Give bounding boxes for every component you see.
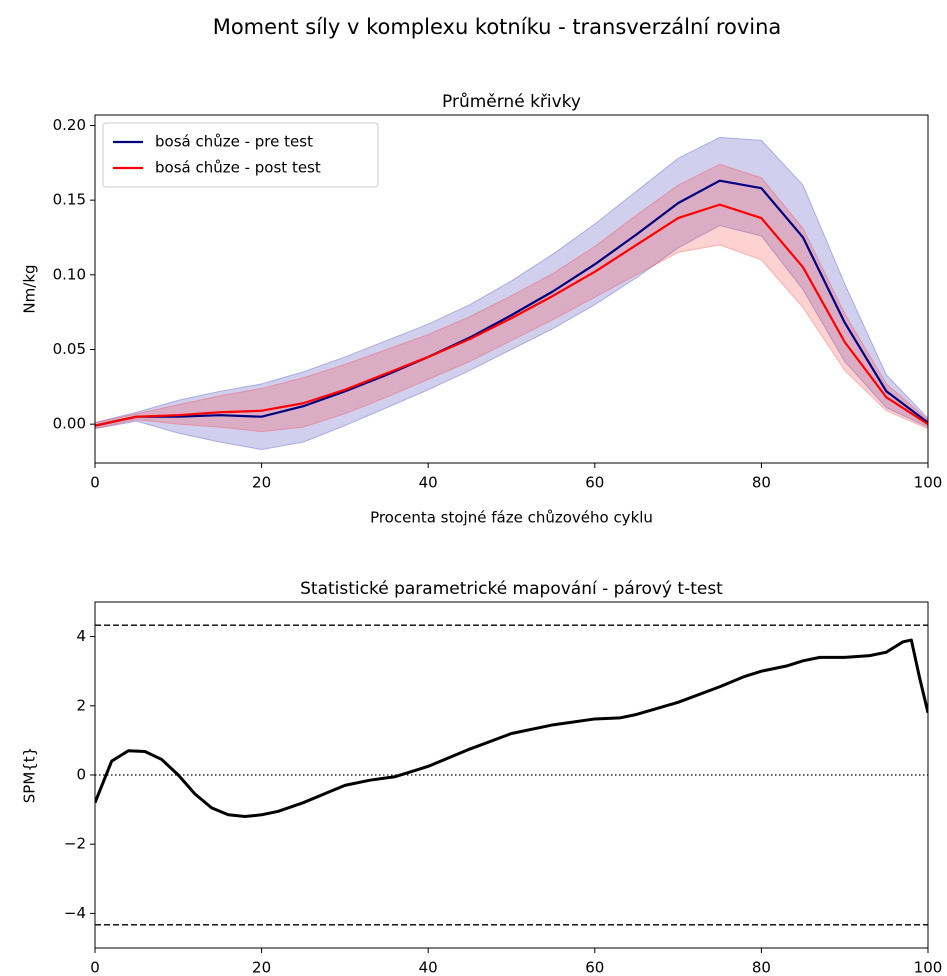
figure-title: Moment síly v komplexu kotníku - transve… <box>213 15 782 39</box>
plot-area <box>95 136 928 451</box>
y-tick-label: 0.00 <box>53 415 86 433</box>
axes-frame <box>94 114 929 464</box>
x-tick-label: 0 <box>90 959 100 976</box>
x-tick-label: 60 <box>585 474 604 492</box>
legend-label: bosá chůze - pre test <box>155 133 313 151</box>
y-tick-label: 4 <box>76 627 86 645</box>
legend-box <box>102 122 379 188</box>
y-tick-label: 0.10 <box>53 265 86 283</box>
series-line <box>95 203 928 427</box>
x-tick-label: 100 <box>914 959 943 976</box>
confidence-band <box>95 136 928 451</box>
plot-area <box>95 624 928 926</box>
y-tick-label: 0.20 <box>53 116 86 134</box>
y-tick-label: 0.05 <box>53 340 86 358</box>
x-tick-label: 20 <box>252 474 271 492</box>
x-tick-label: 80 <box>752 959 771 976</box>
legend-label: bosá chůze - post test <box>155 159 321 177</box>
x-tick-label: 20 <box>252 959 271 976</box>
y-tick-label: 0 <box>76 766 86 784</box>
x-tick-label: 100 <box>914 474 943 492</box>
y-axis-label: SPM{t} <box>21 747 39 803</box>
x-tick-label: 40 <box>419 474 438 492</box>
y-axis-label: Nm/kg <box>21 264 39 313</box>
x-tick-label: 0 <box>90 474 100 492</box>
series-line <box>95 638 928 819</box>
x-tick-label: 40 <box>419 959 438 976</box>
chart-title: Průměrné křivky <box>442 92 581 112</box>
series-line <box>95 179 928 427</box>
x-tick-label: 80 <box>752 474 771 492</box>
y-tick-label: 2 <box>76 696 86 714</box>
confidence-band <box>95 163 928 433</box>
chart-title: Statistické parametrické mapování - páro… <box>300 579 723 599</box>
y-tick-label: 0.15 <box>53 191 86 209</box>
axes-frame <box>94 601 929 949</box>
x-axis-label: Procenta stojné fáze chůzového cyklu <box>370 509 653 527</box>
x-tick-label: 60 <box>585 959 604 976</box>
y-tick-label: −2 <box>64 835 86 853</box>
y-tick-label: −4 <box>64 904 86 922</box>
